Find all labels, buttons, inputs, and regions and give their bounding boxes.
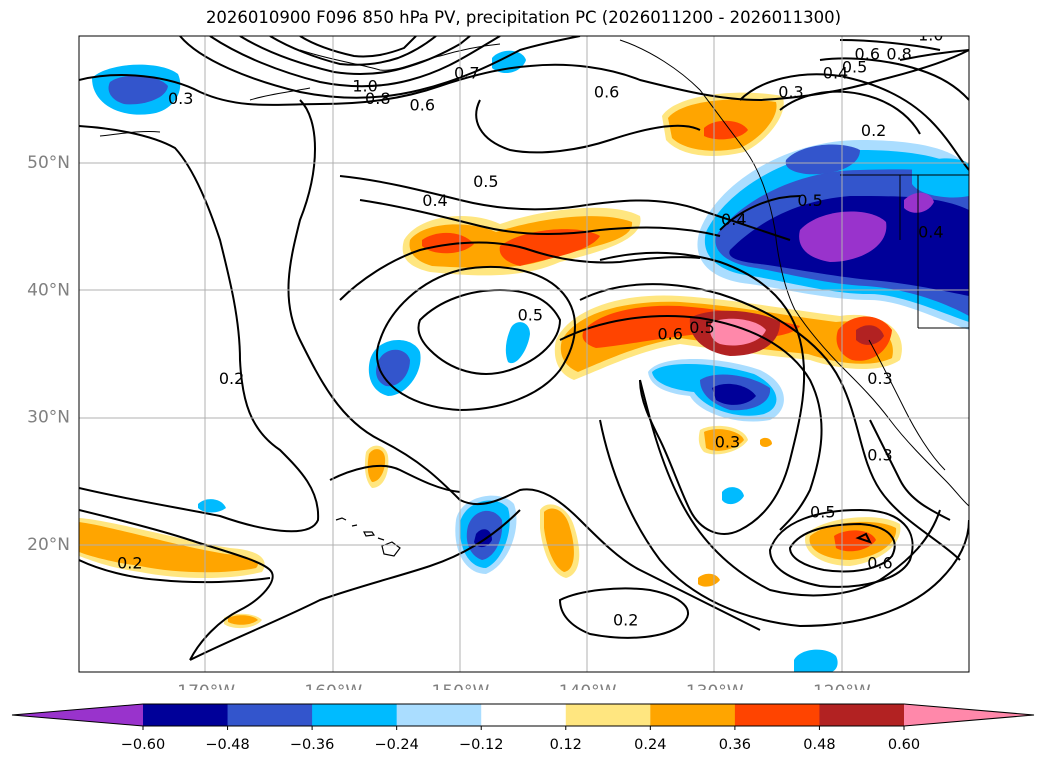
contour-label: 0.3 (867, 369, 892, 388)
colorbar-tick-label: −0.60 (121, 737, 165, 753)
contour-label: 0.5 (473, 172, 498, 191)
colorbar-tick-label: 0.48 (803, 737, 835, 753)
contour-label: 0.2 (861, 121, 886, 140)
colorbar-cell (734, 704, 820, 726)
y-tick-label: 50°N (27, 153, 70, 173)
contour-label: 0.6 (594, 83, 619, 102)
contour-label: 0.2 (219, 369, 244, 388)
coastlines (99, 39, 969, 507)
colorbar-cell (481, 704, 567, 726)
x-tick-label: 120°W (813, 682, 871, 690)
colorbar-tick-label: −0.36 (290, 737, 334, 753)
contour-label: 0.7 (454, 64, 479, 83)
hawaiian-islands (335, 517, 401, 557)
contour-label: 0.3 (778, 83, 803, 102)
contour-label: 0.6 (657, 324, 682, 343)
contour-label: 0.2 (117, 553, 142, 572)
colorbar-cell (143, 704, 229, 726)
chart-title: 2026010900 F096 850 hPa PV, precipitatio… (205, 8, 842, 27)
x-tick-label: 150°W (432, 682, 490, 690)
y-tick-label: 40°N (27, 280, 70, 300)
x-tick-label: 130°W (686, 682, 744, 690)
contour-label: 0.5 (842, 57, 867, 76)
contour-label: 1.0 (918, 26, 943, 45)
contour-labels: 0.31.00.8 0.60.70.6 0.30.40.50.6 0.81.00.20… (117, 26, 943, 630)
colorbar-cell (819, 704, 905, 726)
colorbar-tick-labels: −0.60 −0.48 −0.36 −0.24 −0.12 0.12 0.24 0.36 0.4… (121, 726, 920, 753)
contour-label: 1.0 (352, 76, 377, 95)
contour-label: 0.6 (855, 45, 880, 64)
contour-label: 0.3 (168, 89, 193, 108)
colorbar-tick-label: 0.60 (888, 737, 920, 753)
contour-label: 0.5 (810, 503, 835, 522)
x-tick-label: 160°W (304, 682, 362, 690)
plot-frame (78, 35, 970, 673)
colorbar-cell (396, 704, 482, 726)
colorbar-tick-label: 0.36 (719, 737, 751, 753)
contour-label: 0.5 (689, 318, 714, 337)
contour-label: 0.4 (823, 64, 848, 83)
contour-label: 0.6 (410, 95, 435, 114)
colorbar-tick-label: 0.12 (550, 737, 582, 753)
colorbar-cell (650, 704, 736, 726)
contour-label: 0.2 (613, 611, 638, 630)
colorbar-tick-label: −0.24 (374, 737, 418, 753)
map-plot: 0.31.00.8 0.60.70.6 0.30.40.50.6 0.81.00.20… (27, 26, 970, 690)
contour-label: 0.5 (518, 305, 543, 324)
contour-label: 0.8 (365, 89, 390, 108)
colorbar-cells (11, 703, 1035, 727)
colorbar-tick-label: 0.24 (634, 737, 666, 753)
y-tick-label: 20°N (27, 535, 70, 555)
contour-label: 0.5 (797, 191, 822, 210)
x-tick-label: 170°W (177, 682, 235, 690)
colorbar-cell (227, 704, 313, 726)
shading-layer (79, 50, 969, 672)
gridlines (79, 36, 969, 672)
colorbar-tick-label: −0.48 (205, 737, 249, 753)
colorbar-cell (312, 704, 398, 726)
colorbar-extend-low (12, 704, 143, 726)
contour-label: 0.4 (422, 191, 447, 210)
contour-label: 0.6 (867, 553, 892, 572)
y-axis-ticks: 20°N 30°N 40°N 50°N (27, 153, 70, 555)
colorbar-outline (11, 703, 1035, 727)
contour-label: 0.3 (715, 433, 740, 452)
contour-label: 0.3 (867, 445, 892, 464)
colorbar-extend-high (904, 704, 1034, 726)
colorbar-cell (565, 704, 651, 726)
x-axis-ticks: 170°W 160°W 150°W 140°W 130°W 120°W (177, 682, 871, 690)
y-tick-label: 30°N (27, 408, 70, 428)
contour-label: 0.8 (886, 45, 911, 64)
contour-label: 0.4 (918, 223, 943, 242)
x-tick-label: 140°W (559, 682, 617, 690)
colorbar-tick-label: −0.12 (459, 737, 503, 753)
contour-label: 0.4 (721, 210, 746, 229)
